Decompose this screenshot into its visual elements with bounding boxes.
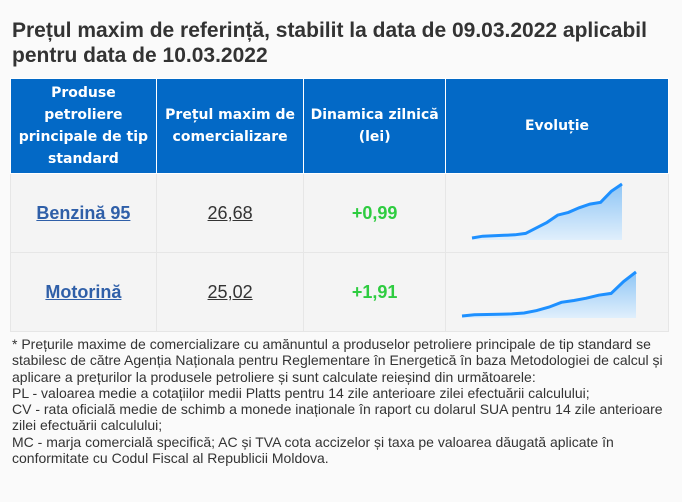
footnote-intro: * Prețurile maxime de comercializare cu … [12, 336, 663, 385]
sparkline-line [471, 182, 623, 239]
table-row: Motorină 25,02 +1,91 [10, 252, 669, 332]
price-value[interactable]: 25,02 [207, 281, 253, 302]
header-price: Prețul maxim de comercializare [155, 78, 305, 174]
sparkline-area [462, 271, 636, 318]
dynamic-value: +1,91 [351, 281, 398, 302]
table-row: Benzină 95 26,68 +0,99 [10, 173, 669, 253]
price-value[interactable]: 26,68 [207, 202, 253, 223]
page-title: Prețul maxim de referință, stabilit la d… [12, 19, 647, 67]
sparkline-line [461, 270, 637, 317]
sparkline-chart [471, 182, 623, 240]
header-product: Produse petroliere principale de tip sta… [10, 78, 157, 174]
product-link[interactable]: Motorină [45, 281, 122, 302]
footnote-pl: PL - valoarea medie a cotațiilor medii P… [12, 384, 590, 401]
price-table: Produse petroliere principale de tip sta… [10, 78, 669, 332]
table-header-row: Produse petroliere principale de tip sta… [10, 78, 669, 174]
sparkline-chart [461, 270, 637, 318]
dynamic-value: +0,99 [351, 202, 398, 223]
footnote: * Prețurile maxime de comercializare cu … [12, 336, 672, 466]
header-evolution: Evoluție [445, 78, 669, 174]
footnote-mc: MC - marja comercială specifică; AC și T… [12, 433, 614, 467]
sparkline-area [472, 183, 622, 240]
footnote-cv: CV - rata oficială medie de schimb a mon… [12, 401, 663, 434]
product-link[interactable]: Benzină 95 [36, 202, 131, 223]
header-dynamic: Dinamica zilnică (lei) [303, 78, 446, 174]
